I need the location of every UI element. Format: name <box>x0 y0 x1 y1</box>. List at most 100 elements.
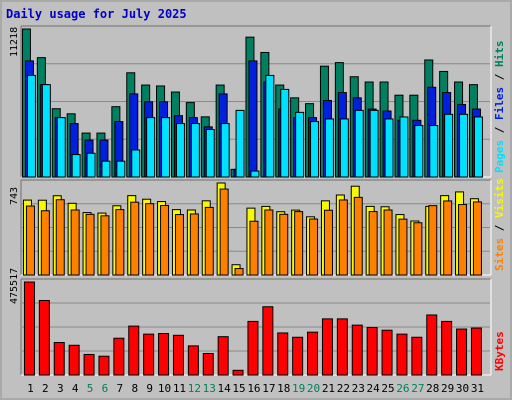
kbytes-bar-15 <box>232 369 244 376</box>
sites-bar-22 <box>338 199 348 276</box>
pages-bar-5 <box>86 152 96 178</box>
x-tick-day-13: 13 <box>203 382 216 395</box>
x-tick-day-14: 14 <box>218 382 232 395</box>
pages-bar-10 <box>161 117 171 178</box>
sites-bar-30 <box>458 204 468 276</box>
x-tick-day-25: 25 <box>381 382 394 395</box>
sites-bar-8 <box>130 201 140 276</box>
kbytes-bar-26 <box>396 333 408 376</box>
x-tick-day-22: 22 <box>337 382 350 395</box>
kbytes-bar-5 <box>83 353 95 376</box>
kbytes-bar-23 <box>351 324 363 376</box>
legend-kbytes: KBytes <box>493 331 506 371</box>
sites-bar-29 <box>443 200 453 276</box>
pages-bar-13 <box>205 129 215 178</box>
pages-bar-1 <box>26 74 36 178</box>
sites-bar-1 <box>25 205 35 276</box>
x-tick-day-18: 18 <box>277 382 290 395</box>
pages-bar-26 <box>399 116 409 178</box>
kbytes-bar-3 <box>53 342 65 376</box>
legend-files: Files <box>493 87 506 120</box>
sites-bar-4 <box>70 209 80 276</box>
kbytes-bar-4 <box>68 344 80 376</box>
pages-bar-3 <box>56 117 66 178</box>
sites-bar-25 <box>383 209 393 276</box>
x-tick-day-8: 8 <box>131 382 138 395</box>
pages-bar-19 <box>295 111 305 178</box>
sites-bar-28 <box>428 205 438 276</box>
x-tick-day-4: 4 <box>72 382 79 395</box>
sites-bar-11 <box>174 214 184 276</box>
pages-bar-6 <box>101 160 111 178</box>
x-tick-day-27: 27 <box>411 382 424 395</box>
sites-bar-27 <box>413 222 423 276</box>
kbytes-bar-9 <box>143 333 155 376</box>
pages-bar-16 <box>250 170 260 178</box>
pages-bar-21 <box>324 118 334 178</box>
kbytes-bar-22 <box>336 318 348 376</box>
pages-bar-20 <box>310 121 320 178</box>
x-tick-day-29: 29 <box>441 382 454 395</box>
kbytes-bar-14 <box>217 336 229 376</box>
pages-bar-7 <box>116 160 126 178</box>
kbytes-bar-24 <box>366 326 378 376</box>
sites-bar-31 <box>472 201 482 276</box>
pages-bar-9 <box>146 117 156 178</box>
legend-kbytes: KBytes <box>493 331 506 371</box>
x-tick-day-21: 21 <box>322 382 335 395</box>
x-tick-day-19: 19 <box>292 382 305 395</box>
legend-hits-files-pages: Pages / Files / Hits <box>493 41 506 174</box>
sites-bar-21 <box>323 209 333 276</box>
kbytes-bar-18 <box>277 332 289 376</box>
kbytes-bar-17 <box>262 306 274 376</box>
sites-bar-17 <box>264 209 274 276</box>
pages-bar-2 <box>41 84 51 178</box>
x-tick-day-1: 1 <box>27 382 34 395</box>
x-tick-day-26: 26 <box>396 382 409 395</box>
kbytes-bar-16 <box>247 320 259 376</box>
kbytes-bar-29 <box>441 320 453 376</box>
x-tick-day-10: 10 <box>158 382 171 395</box>
pages-bar-23 <box>354 109 364 178</box>
pages-bar-30 <box>459 113 469 178</box>
legend-separator: / <box>493 218 506 238</box>
kbytes-bar-21 <box>321 318 333 376</box>
sites-bar-26 <box>398 218 408 276</box>
x-tick-day-23: 23 <box>352 382 365 395</box>
pages-bar-29 <box>444 113 454 178</box>
sites-bar-5 <box>85 213 95 276</box>
kbytes-bar-10 <box>158 333 170 376</box>
kbytes-bar-11 <box>172 334 184 376</box>
pages-bar-15 <box>235 109 245 178</box>
pages-bar-28 <box>429 125 439 178</box>
kbytes-bar-8 <box>128 325 140 376</box>
chart-title: Daily usage for July 2025 <box>6 7 187 21</box>
x-tick-day-9: 9 <box>146 382 153 395</box>
x-tick-day-30: 30 <box>456 382 469 395</box>
kbytes-bar-7 <box>113 337 125 376</box>
x-tick-day-3: 3 <box>57 382 64 395</box>
pages-bar-17 <box>265 74 275 178</box>
y-max-label-kbytes: 475517 <box>9 268 20 304</box>
kbytes-bar-2 <box>38 299 50 376</box>
sites-bar-10 <box>160 205 170 276</box>
kbytes-bar-6 <box>98 355 110 376</box>
kbytes-bar-30 <box>456 328 468 376</box>
pages-bar-12 <box>190 123 200 178</box>
kbytes-bar-28 <box>426 314 438 376</box>
sites-bar-9 <box>145 203 155 276</box>
sites-bar-13 <box>204 206 214 276</box>
x-tick-day-15: 15 <box>232 382 245 395</box>
pages-bar-14 <box>220 123 230 178</box>
legend-separator: / <box>493 120 506 140</box>
y-max-label-hits-files-pages: 11218 <box>9 27 20 57</box>
legend-visits-sites: Sites / Visits <box>493 178 506 271</box>
sites-bar-7 <box>115 209 125 276</box>
files-bar-16 <box>248 60 258 178</box>
pages-bar-27 <box>414 125 424 178</box>
x-tick-day-2: 2 <box>42 382 49 395</box>
y-max-label-visits-sites: 743 <box>9 187 20 205</box>
x-tick-day-11: 11 <box>173 382 186 395</box>
sites-bar-16 <box>249 220 259 276</box>
